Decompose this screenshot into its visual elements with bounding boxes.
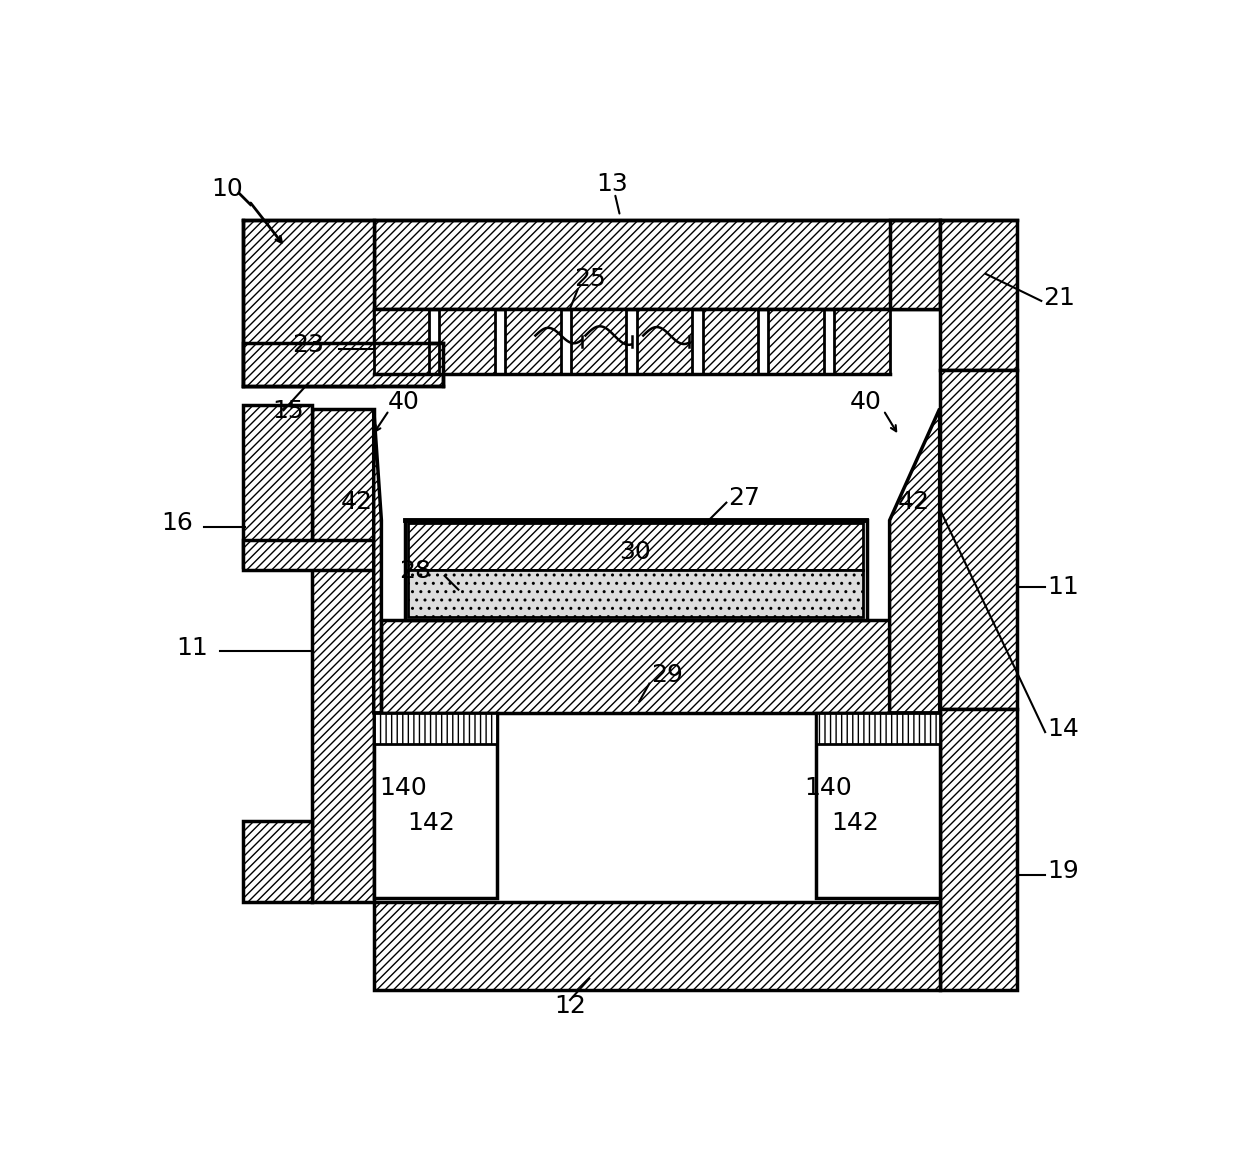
Text: 19: 19 — [1048, 860, 1079, 884]
Bar — [572, 309, 626, 374]
Bar — [373, 713, 497, 898]
Polygon shape — [889, 408, 940, 713]
Bar — [769, 309, 823, 374]
Text: 15: 15 — [272, 399, 304, 423]
Bar — [373, 220, 940, 309]
Text: 10: 10 — [212, 177, 243, 201]
Bar — [816, 713, 940, 898]
Text: 142: 142 — [831, 811, 879, 835]
Text: 11: 11 — [1048, 574, 1079, 599]
Text: 30: 30 — [620, 539, 651, 564]
Text: 16: 16 — [161, 510, 192, 535]
Text: 28: 28 — [399, 559, 432, 583]
Bar — [408, 571, 863, 617]
Bar — [408, 523, 863, 571]
Bar — [382, 621, 889, 713]
Bar — [373, 309, 889, 374]
Bar — [373, 309, 429, 374]
Bar — [835, 309, 889, 374]
Bar — [243, 405, 312, 566]
Text: 42: 42 — [898, 490, 930, 514]
Bar — [373, 309, 940, 901]
Bar — [940, 370, 1017, 709]
Bar — [439, 309, 495, 374]
Bar — [404, 521, 867, 621]
Bar — [505, 309, 560, 374]
Bar — [243, 343, 443, 385]
Text: 21: 21 — [1044, 285, 1075, 310]
Bar — [373, 713, 497, 744]
Text: 42: 42 — [341, 490, 373, 514]
Text: 12: 12 — [554, 994, 587, 1018]
Bar — [637, 309, 692, 374]
Bar — [940, 220, 1017, 370]
Text: 11: 11 — [176, 636, 208, 660]
Bar — [243, 820, 312, 901]
Bar — [940, 709, 1017, 989]
Text: 40: 40 — [851, 390, 882, 414]
Text: 25: 25 — [574, 267, 605, 290]
Text: 140: 140 — [379, 776, 427, 800]
Text: 27: 27 — [728, 486, 760, 510]
Bar — [816, 713, 940, 744]
Bar — [703, 309, 758, 374]
Bar — [243, 220, 373, 385]
Text: 142: 142 — [408, 811, 455, 835]
Text: 14: 14 — [1048, 717, 1079, 741]
Bar — [243, 539, 373, 571]
Bar — [373, 901, 940, 989]
Text: 40: 40 — [388, 390, 419, 414]
Text: 13: 13 — [596, 172, 629, 196]
Bar — [312, 408, 373, 901]
Polygon shape — [373, 408, 382, 713]
Text: 29: 29 — [651, 664, 683, 687]
Bar — [889, 220, 940, 309]
Text: 140: 140 — [804, 776, 852, 800]
Text: 23: 23 — [291, 333, 324, 357]
